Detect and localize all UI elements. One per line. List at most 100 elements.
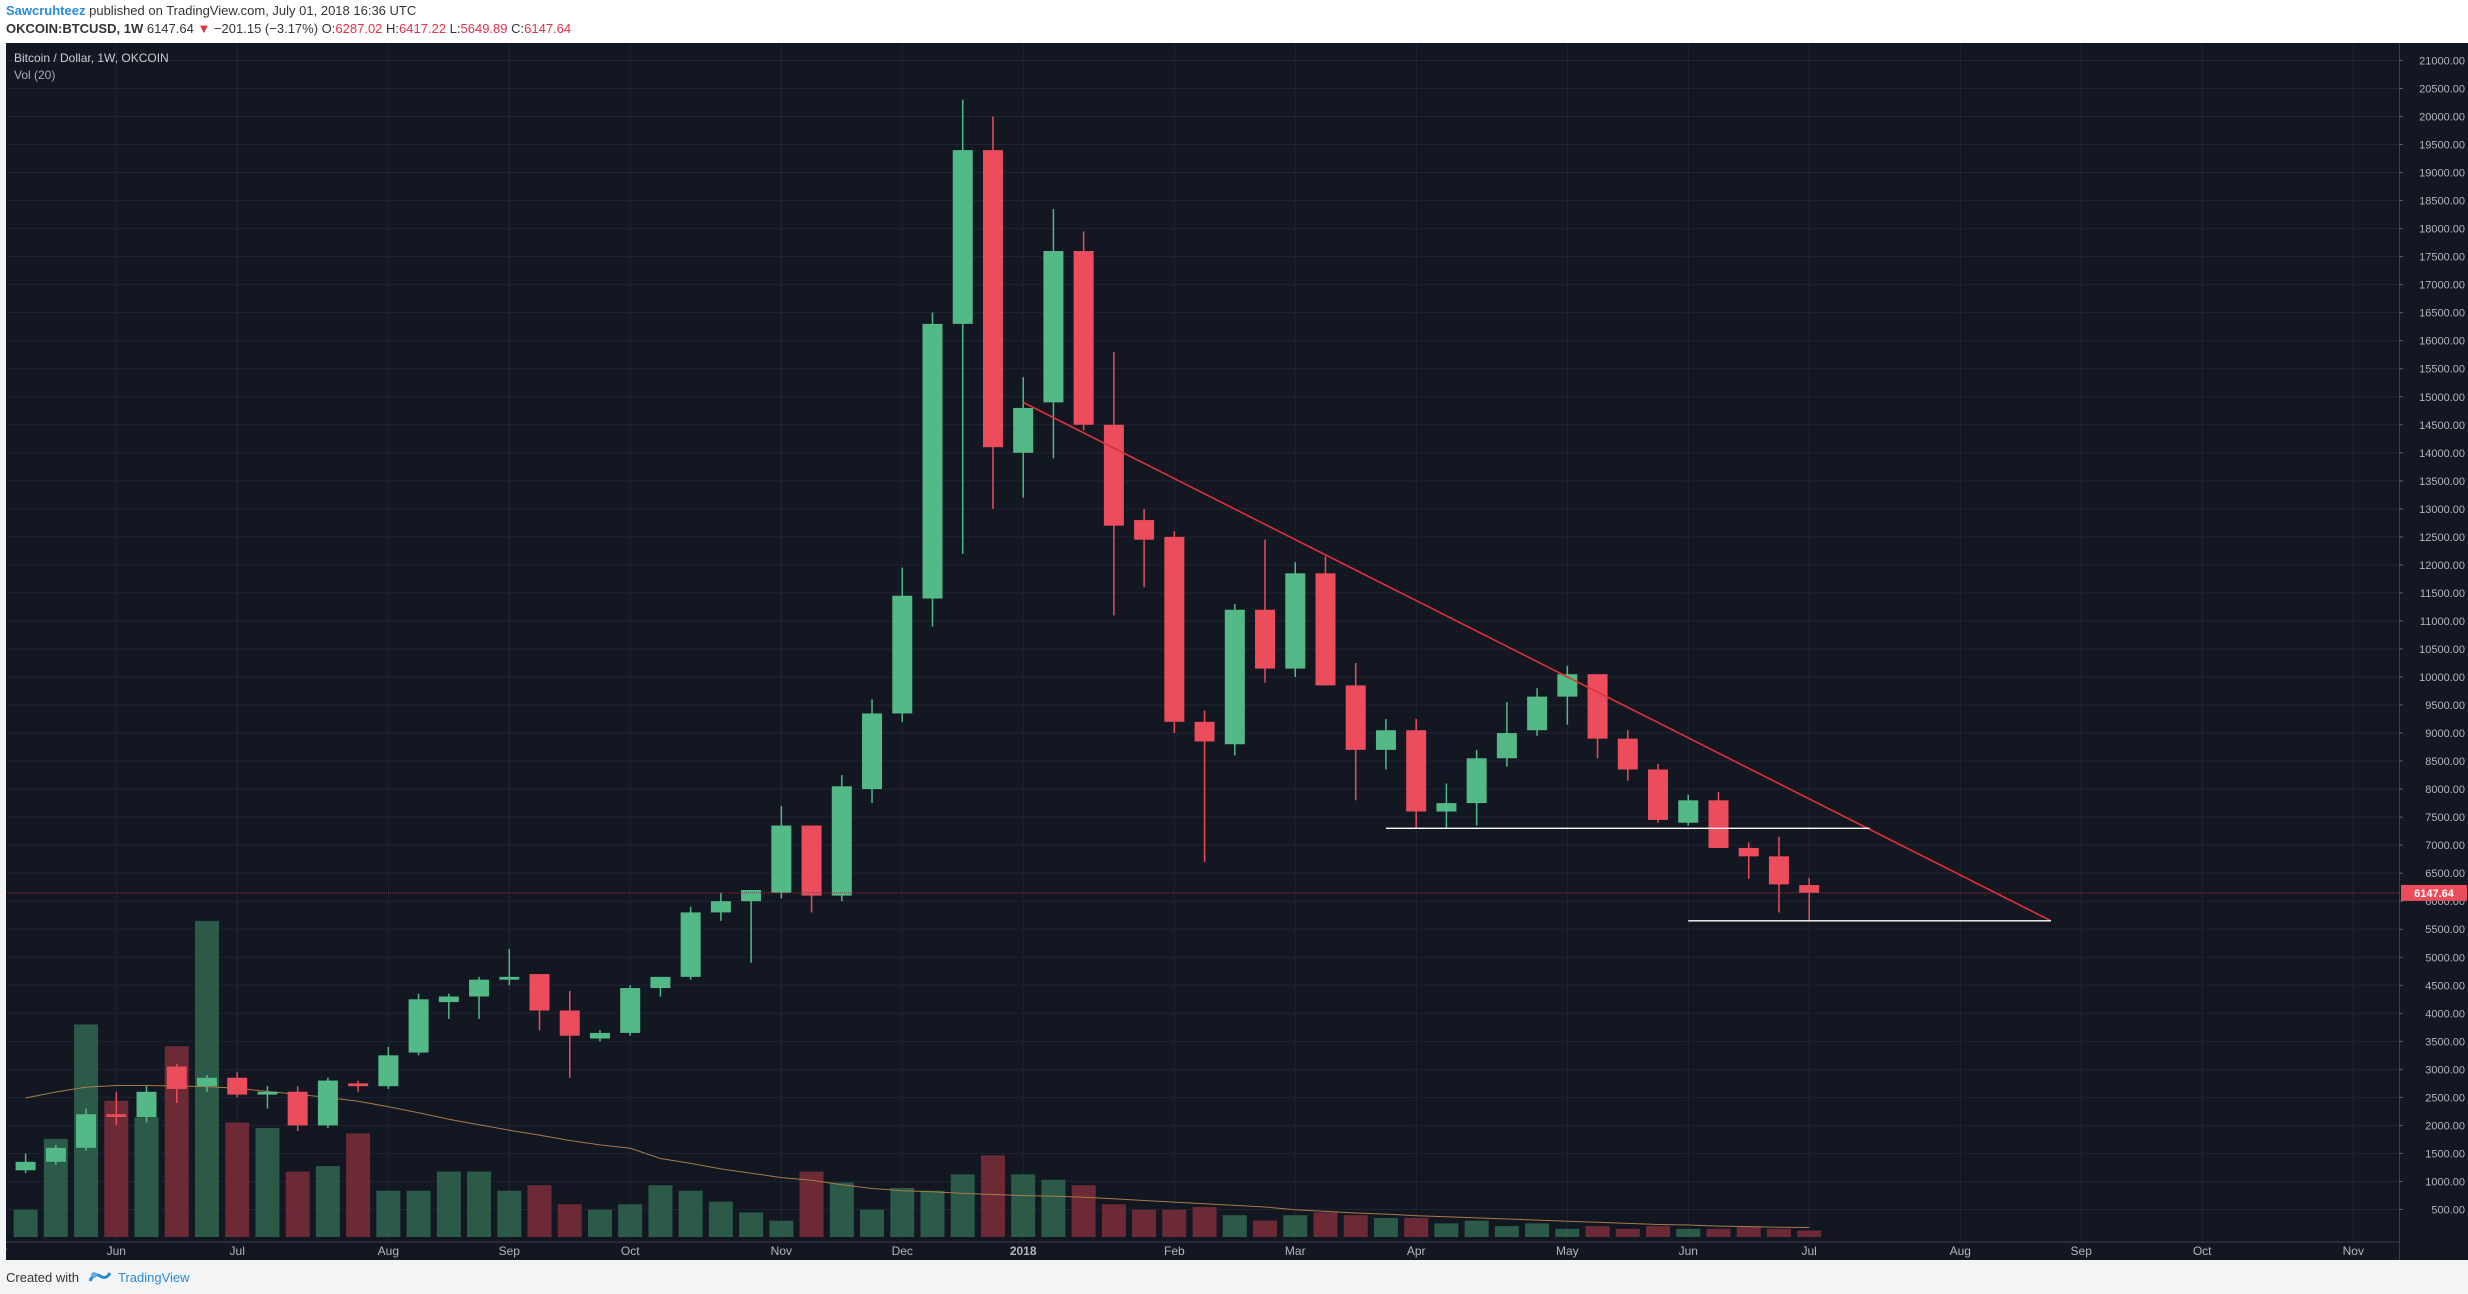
price-tick-label: 7000.00: [2425, 840, 2465, 852]
descending-trendline[interactable]: [1022, 401, 2052, 922]
candle-body[interactable]: [741, 889, 762, 902]
time-axis-label: Oct: [2193, 1244, 2212, 1258]
candle-body[interactable]: [45, 1147, 66, 1162]
candle-body[interactable]: [317, 1080, 338, 1126]
price-tick-label: 15500.00: [2419, 364, 2465, 376]
volume-bar: [1313, 1212, 1338, 1237]
tradingview-logo-icon: [88, 1272, 112, 1282]
candle-body[interactable]: [680, 912, 701, 977]
candle-body[interactable]: [1345, 685, 1366, 750]
volume-bar: [1525, 1223, 1550, 1237]
volume-bar: [527, 1185, 552, 1237]
candle-body[interactable]: [15, 1161, 36, 1171]
volume-bar: [557, 1204, 582, 1237]
volume-bar: [1555, 1228, 1580, 1237]
price-axis[interactable]: 500.00 1000.00 1500.00 2000.00 2500.00 3000.0…: [2399, 43, 2468, 1260]
volume-bar: [860, 1209, 885, 1237]
candle-body[interactable]: [1527, 696, 1548, 731]
candle-body[interactable]: [922, 323, 943, 599]
candle-body[interactable]: [771, 825, 792, 893]
candle-body[interactable]: [1164, 536, 1185, 722]
symbol-label: OKCOIN:BTCUSD, 1W: [6, 21, 144, 36]
candle-body[interactable]: [106, 1114, 127, 1117]
candle-body[interactable]: [1708, 800, 1729, 848]
volume-bar: [587, 1209, 612, 1237]
price-tick-label: 12000.00: [2419, 560, 2465, 572]
candle-body[interactable]: [196, 1077, 217, 1087]
candle-body[interactable]: [589, 1032, 610, 1039]
current-price-tag-label: 6147.64: [2414, 888, 2455, 900]
candle-body[interactable]: [650, 976, 671, 989]
candle-body[interactable]: [257, 1091, 278, 1095]
candle-body[interactable]: [1466, 758, 1487, 804]
candle-body[interactable]: [348, 1083, 369, 1087]
candle-body[interactable]: [862, 713, 883, 790]
candle-body[interactable]: [287, 1091, 308, 1126]
author-link[interactable]: Sawcruhteez: [6, 3, 86, 18]
candle-body[interactable]: [1315, 573, 1336, 686]
volume-bar: [1736, 1226, 1761, 1237]
candle-body[interactable]: [1496, 733, 1517, 759]
time-axis-label: Feb: [1164, 1244, 1185, 1258]
candle-body[interactable]: [892, 595, 913, 714]
candle-body[interactable]: [1436, 803, 1457, 812]
candle-body[interactable]: [1073, 251, 1094, 425]
candle-body[interactable]: [1103, 424, 1124, 526]
candle-body[interactable]: [1587, 674, 1608, 739]
volume-bar: [1071, 1185, 1096, 1237]
chart-pane[interactable]: May Jun Jul Aug Sep Oct Nov Dec 2018 Feb Mar Apr May…: [6, 43, 2399, 1260]
candle-body[interactable]: [1134, 520, 1155, 540]
volume-bar: [618, 1204, 643, 1237]
time-axis-label: Nov: [771, 1244, 792, 1258]
candle-body[interactable]: [1738, 847, 1759, 857]
tradingview-brand-link[interactable]: TradingView: [118, 1270, 190, 1285]
price-tick-label: 19500.00: [2419, 140, 2465, 152]
time-axis-label: Nov: [2343, 1244, 2364, 1258]
candle-body[interactable]: [620, 988, 641, 1033]
candle-body[interactable]: [438, 996, 459, 1003]
candle-body[interactable]: [408, 999, 429, 1053]
candle-body[interactable]: [1678, 800, 1699, 823]
candle-body[interactable]: [982, 150, 1003, 448]
time-axis-label: May: [1556, 1244, 1579, 1258]
candle-body[interactable]: [801, 825, 822, 896]
candle-body[interactable]: [1194, 721, 1215, 742]
candle-body[interactable]: [166, 1066, 187, 1089]
candle-body[interactable]: [1617, 738, 1638, 770]
candle-body[interactable]: [559, 1010, 580, 1036]
candle-body[interactable]: [227, 1077, 248, 1095]
time-axis-label: Apr: [1407, 1244, 1426, 1258]
candle-body[interactable]: [529, 974, 550, 1011]
candle-body[interactable]: [499, 976, 520, 980]
candle-body[interactable]: [1255, 609, 1276, 669]
price-tick-label: 9000.00: [2425, 728, 2465, 740]
low-value: 5649.89: [460, 21, 508, 36]
candle-body[interactable]: [952, 150, 973, 324]
volume-bar: [1494, 1226, 1519, 1237]
time-axis-label: May: [6, 1244, 7, 1258]
candle-body[interactable]: [1043, 251, 1064, 403]
open-label: O:: [321, 21, 336, 36]
candle-body[interactable]: [136, 1091, 157, 1117]
candle-body[interactable]: [469, 979, 490, 997]
candle-body[interactable]: [1406, 730, 1427, 812]
volume-bar: [739, 1212, 764, 1237]
candlestick-chart[interactable]: May Jun Jul Aug Sep Oct Nov Dec 2018 Feb Mar Apr May…: [6, 43, 2399, 1260]
candle-body[interactable]: [378, 1055, 399, 1087]
candle-body[interactable]: [1013, 407, 1034, 453]
candle-body[interactable]: [1375, 730, 1396, 750]
candle-body[interactable]: [1648, 769, 1669, 820]
candle-body[interactable]: [1768, 856, 1789, 885]
candle-body[interactable]: [76, 1114, 97, 1148]
ohlc-line: OKCOIN:BTCUSD, 1W 6147.64 ▼ −201.15 (−3.…: [6, 21, 571, 36]
candle-body[interactable]: [1224, 609, 1245, 745]
volume-bar: [1192, 1207, 1217, 1237]
time-axis-label: Jun: [107, 1244, 126, 1258]
candle-body[interactable]: [1285, 573, 1306, 669]
open-value: 6287.02: [335, 21, 383, 36]
grid-lines: [6, 43, 2399, 1242]
candle-body[interactable]: [710, 901, 731, 913]
candle-body[interactable]: [1799, 885, 1820, 893]
price-tick-label: 21000.00: [2419, 55, 2465, 67]
candle-body[interactable]: [831, 786, 852, 896]
